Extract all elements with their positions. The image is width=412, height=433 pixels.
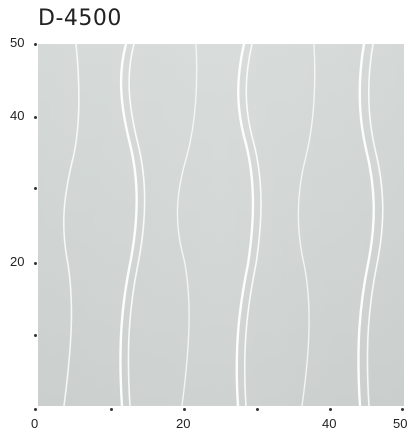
wavy-stripe-pattern xyxy=(38,44,404,406)
x-minor-tick-10 xyxy=(110,408,113,411)
x-tick-40 xyxy=(329,408,332,411)
y-tick-50 xyxy=(34,43,37,46)
stripe xyxy=(357,44,375,406)
x-tick-50 xyxy=(401,408,404,411)
stripe xyxy=(62,44,80,406)
stripe xyxy=(127,44,146,406)
stripe xyxy=(243,44,262,406)
stripe xyxy=(176,44,198,406)
x-tick-label-50: 50 xyxy=(393,416,408,431)
x-tick-0 xyxy=(34,408,37,411)
y-tick-40 xyxy=(34,116,37,119)
y-tick-label-40: 40 xyxy=(10,108,25,123)
y-minor-tick-30 xyxy=(34,187,37,190)
y-minor-tick-10 xyxy=(34,334,37,337)
y-tick-label-20: 20 xyxy=(10,254,25,269)
x-tick-label-0: 0 xyxy=(31,416,39,431)
stripe xyxy=(119,44,138,406)
y-tick-20 xyxy=(34,262,37,265)
fabric-swatch-image xyxy=(38,44,404,406)
x-tick-label-20: 20 xyxy=(176,416,191,431)
sample-title: D-4500 xyxy=(38,6,122,31)
y-tick-label-50: 50 xyxy=(10,35,25,50)
x-tick-20 xyxy=(183,408,186,411)
stripe xyxy=(366,44,384,406)
stripe xyxy=(235,44,255,406)
x-tick-label-40: 40 xyxy=(322,416,337,431)
stripe xyxy=(297,44,316,406)
fabric-sheen xyxy=(38,44,404,406)
x-minor-tick-30 xyxy=(256,408,259,411)
